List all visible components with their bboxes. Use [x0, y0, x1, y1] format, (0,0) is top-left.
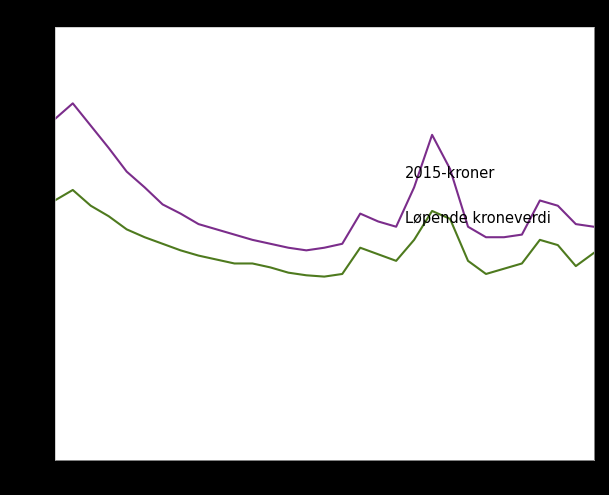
Text: Løpende kroneverdi: Løpende kroneverdi — [405, 211, 551, 226]
Text: 2015-kroner: 2015-kroner — [405, 166, 496, 181]
